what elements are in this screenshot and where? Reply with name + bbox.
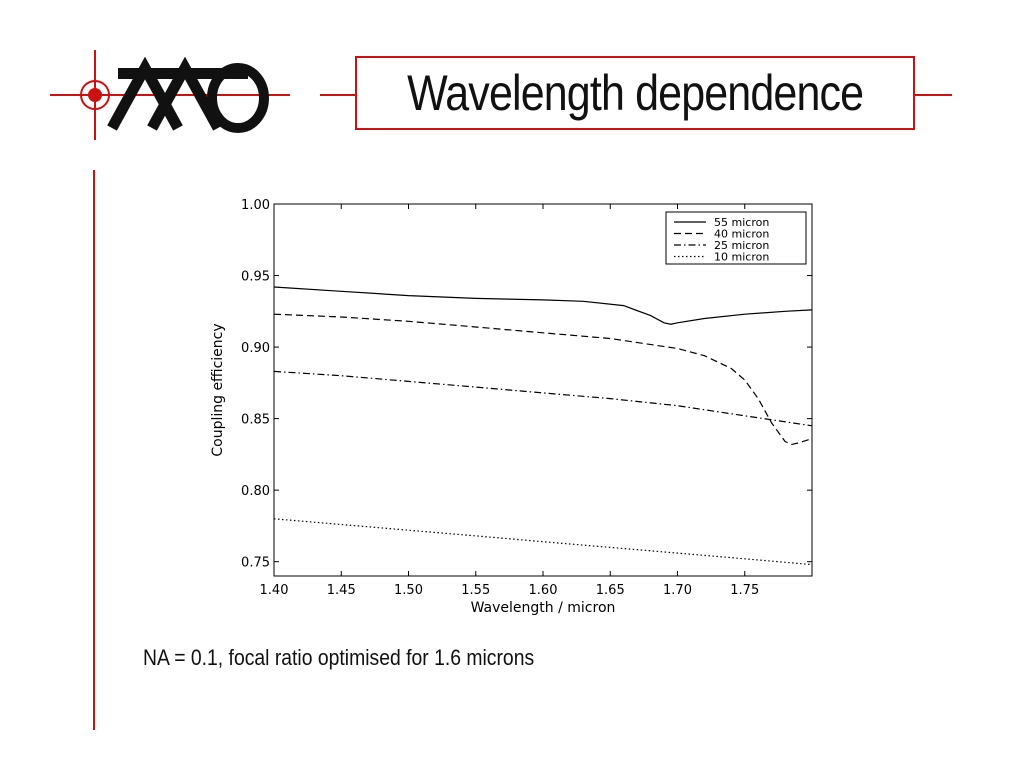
slide-title: Wavelength dependence bbox=[406, 65, 864, 121]
y-tick-label-3: 0.90 bbox=[241, 341, 270, 356]
x-tick-label-7: 1.75 bbox=[730, 583, 759, 598]
series-line-25-micron bbox=[273, 370, 813, 427]
y-tick-label-0: 0.75 bbox=[241, 556, 270, 571]
x-tick-label-0: 1.40 bbox=[260, 583, 289, 598]
y-tick-label-2: 0.85 bbox=[241, 413, 270, 428]
y-tick-label-1: 0.80 bbox=[241, 484, 270, 499]
y-tick-label-5: 1.00 bbox=[241, 198, 270, 213]
series-line-55-micron bbox=[273, 286, 813, 325]
crosshair-dot-icon bbox=[88, 88, 102, 102]
series-line-10-micron bbox=[273, 518, 813, 566]
legend-label-3: 10 micron bbox=[714, 251, 769, 264]
aao-logo bbox=[50, 50, 290, 140]
legend-label-1: 40 micron bbox=[714, 228, 769, 241]
x-tick-label-4: 1.60 bbox=[529, 583, 558, 598]
title-box: Wavelength dependence bbox=[355, 56, 915, 130]
x-tick-label-2: 1.50 bbox=[394, 583, 423, 598]
y-tick-label-4: 0.95 bbox=[241, 270, 270, 285]
x-axis-label: Wavelength / micron bbox=[471, 600, 616, 616]
left-margin-rule bbox=[93, 170, 95, 730]
legend-box bbox=[665, 211, 807, 265]
title-right-rule bbox=[914, 94, 952, 96]
y-axis-label: Coupling efficiency bbox=[210, 323, 226, 456]
x-tick-label-1: 1.45 bbox=[327, 583, 356, 598]
coupling-efficiency-chart: 1.40 1.45 1.50 1.55 1.60 1.65 1.70 1.75 0.75 0.80… bbox=[210, 198, 813, 616]
title-left-rule bbox=[320, 94, 356, 96]
x-tick-label-6: 1.70 bbox=[663, 583, 692, 598]
legend-label-0: 55 micron bbox=[714, 216, 769, 229]
slide-caption: NA = 0.1, focal ratio optimised for 1.6 … bbox=[143, 645, 535, 670]
x-tick-label-5: 1.65 bbox=[596, 583, 625, 598]
aao-logo-bar bbox=[118, 68, 248, 79]
crosshair-ring-icon bbox=[80, 80, 110, 110]
legend-label-2: 25 micron bbox=[714, 239, 769, 252]
series-line-40-micron bbox=[273, 313, 813, 446]
x-tick-label-3: 1.55 bbox=[461, 583, 490, 598]
